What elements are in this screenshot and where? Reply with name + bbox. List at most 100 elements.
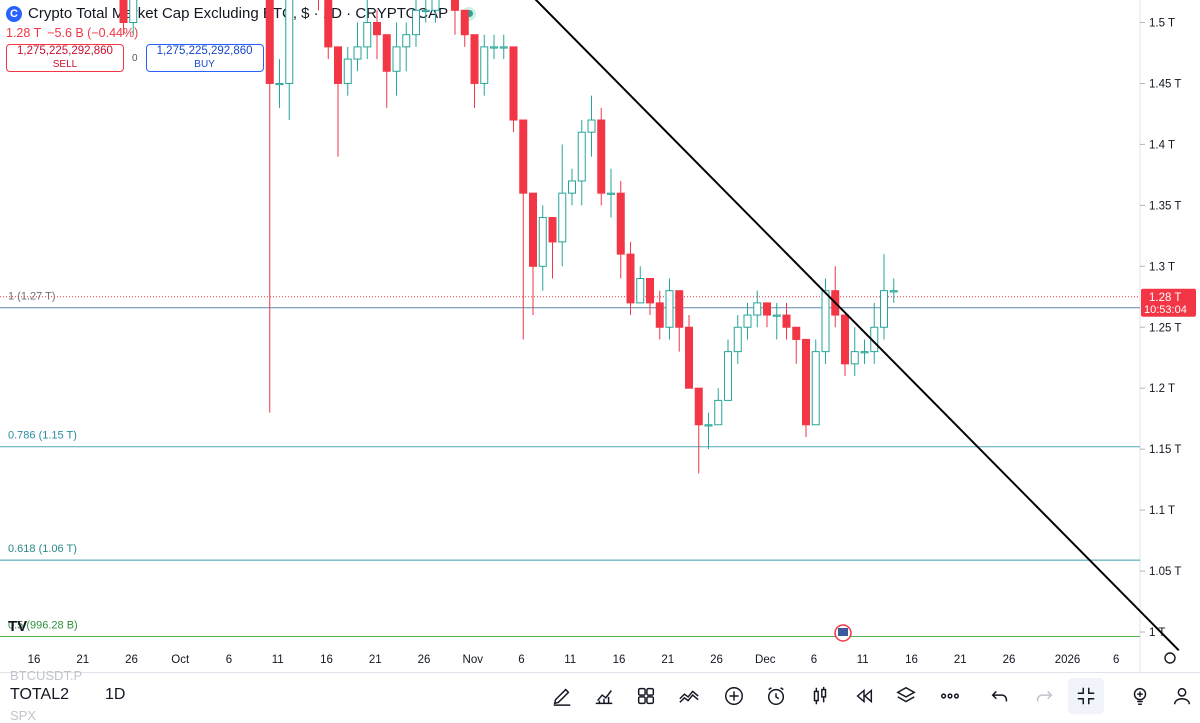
next-symbol-ghost[interactable]: SPX: [10, 708, 37, 723]
candle-body[interactable]: [665, 290, 674, 328]
candle-body[interactable]: [577, 131, 586, 182]
candle-body[interactable]: [275, 82, 284, 86]
ideas-icon[interactable]: [1126, 682, 1154, 710]
alert-icon[interactable]: [762, 682, 790, 710]
more-icon[interactable]: [936, 682, 964, 710]
candle-body[interactable]: [265, 0, 274, 84]
candle-body[interactable]: [324, 0, 333, 48]
undo-icon[interactable]: [986, 682, 1014, 710]
compare-icon[interactable]: [675, 682, 703, 710]
candle-body[interactable]: [343, 58, 352, 84]
candle-body[interactable]: [607, 192, 615, 195]
candle-body[interactable]: [616, 192, 625, 255]
candle-body[interactable]: [421, 9, 430, 13]
candle-body[interactable]: [373, 22, 381, 36]
candle-body[interactable]: [626, 253, 635, 304]
candle-body[interactable]: [519, 119, 528, 194]
trendline[interactable]: [233, 0, 1180, 651]
indicators-icon[interactable]: [590, 682, 618, 710]
prev-symbol-ghost[interactable]: BTCUSDT.P: [10, 668, 83, 683]
candles-icon[interactable]: [806, 682, 834, 710]
candle-body[interactable]: [821, 290, 830, 353]
candle-body[interactable]: [412, 9, 420, 36]
fullscreen-exit-icon[interactable]: [1068, 678, 1104, 714]
candle-body[interactable]: [382, 34, 391, 72]
candle-body[interactable]: [285, 0, 294, 84]
candle-body[interactable]: [353, 46, 362, 60]
candle-body[interactable]: [129, 0, 138, 23]
symbol-name[interactable]: TOTAL2: [10, 686, 69, 703]
x-tick-label: Dec: [755, 654, 776, 666]
candle-body[interactable]: [694, 387, 703, 426]
candle-body[interactable]: [529, 192, 537, 267]
candle-body[interactable]: [548, 217, 557, 243]
candle-body[interactable]: [753, 302, 762, 316]
candle-body[interactable]: [568, 180, 576, 194]
draw-icon[interactable]: [548, 682, 576, 710]
candle-body[interactable]: [811, 351, 820, 426]
candle-body[interactable]: [850, 351, 859, 365]
bottom-toolbar: [0, 672, 1200, 721]
x-tick-label: 21: [661, 654, 674, 666]
x-tick-label: 26: [125, 654, 138, 666]
candle-body[interactable]: [743, 314, 752, 328]
last-price: 1.28 T: [6, 26, 42, 40]
candle-body[interactable]: [480, 46, 489, 84]
sell-button[interactable]: 1,275,225,292,860 SELL: [6, 44, 124, 72]
candle-body[interactable]: [860, 351, 869, 354]
candle-body[interactable]: [792, 326, 801, 340]
candle-body[interactable]: [841, 314, 849, 365]
candle-body[interactable]: [490, 46, 498, 49]
sell-label: SELL: [52, 59, 78, 70]
candle-body[interactable]: [597, 119, 606, 194]
candle-body[interactable]: [724, 351, 732, 401]
buy-button[interactable]: 1,275,225,292,860 BUY: [145, 44, 264, 72]
x-tick-label: 21: [369, 654, 382, 666]
interval-button[interactable]: 1D: [105, 686, 126, 703]
candle-body[interactable]: [509, 46, 518, 121]
x-tick-label: 16: [613, 654, 626, 666]
price-change: −5.6 B (−0.44%): [47, 26, 139, 40]
candle-body[interactable]: [646, 277, 654, 304]
x-tick-label: 11: [857, 654, 869, 666]
chart-area[interactable]: 1.95 T1.9 T1.85 T1.8 T1.75 T1.7 T1.65 T1…: [0, 0, 1200, 672]
candle-body[interactable]: [733, 326, 742, 353]
candle-body[interactable]: [558, 192, 567, 243]
candle-body[interactable]: [431, 0, 440, 11]
candle-body[interactable]: [334, 46, 342, 84]
candle-body[interactable]: [119, 0, 128, 23]
x-tick-label: 6: [1113, 654, 1119, 666]
candle-body[interactable]: [880, 290, 888, 328]
x-tick-label: 6: [226, 654, 232, 666]
candle-body[interactable]: [802, 338, 810, 426]
candle-body[interactable]: [470, 34, 479, 84]
candle-body[interactable]: [772, 314, 781, 317]
candle-body[interactable]: [675, 290, 684, 328]
candle-body[interactable]: [704, 424, 713, 427]
add-icon[interactable]: [720, 682, 748, 710]
candle-body[interactable]: [363, 22, 372, 48]
candle-body[interactable]: [587, 119, 596, 133]
candle-body[interactable]: [636, 277, 645, 304]
axis-settings-icon[interactable]: [1164, 652, 1176, 664]
candle-body[interactable]: [714, 399, 723, 426]
candle-body[interactable]: [451, 0, 459, 11]
layers-icon[interactable]: [892, 682, 920, 710]
y-tick-label: 1.3 T: [1149, 261, 1175, 273]
user-icon[interactable]: [1168, 682, 1196, 710]
candle-body[interactable]: [889, 290, 898, 293]
replay-icon[interactable]: [850, 682, 878, 710]
spread-value: 0: [132, 52, 138, 64]
candle-body[interactable]: [402, 34, 411, 48]
candle-body[interactable]: [499, 46, 508, 49]
layout-icon[interactable]: [632, 682, 660, 710]
candle-body[interactable]: [763, 302, 771, 316]
redo-icon[interactable]: [1030, 682, 1058, 710]
x-tick-label: 6: [518, 654, 524, 666]
candle-body[interactable]: [460, 9, 469, 36]
candle-body[interactable]: [538, 217, 547, 267]
candle-body[interactable]: [782, 314, 791, 328]
candle-body[interactable]: [685, 326, 693, 389]
candle-body[interactable]: [392, 46, 401, 72]
candle-body[interactable]: [655, 302, 664, 328]
